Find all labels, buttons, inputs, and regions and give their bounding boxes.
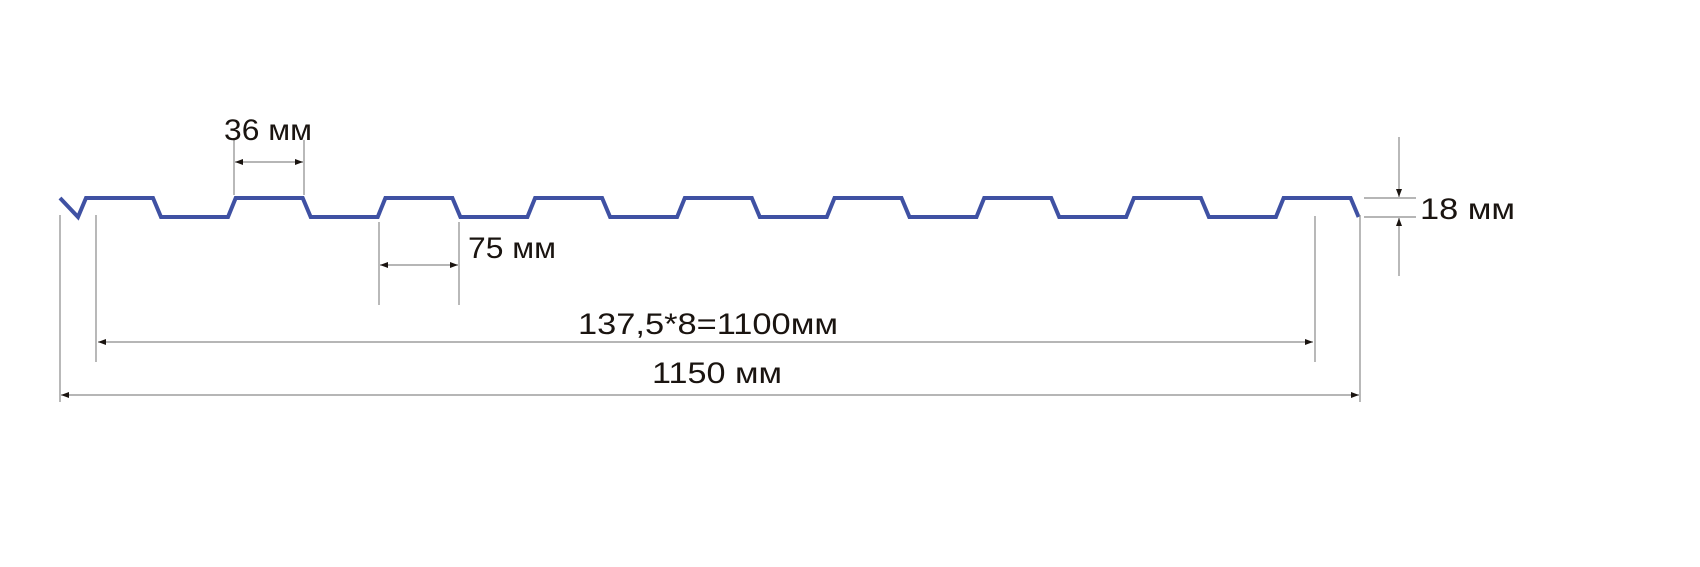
total-width-dimension: 1150 мм — [59, 215, 1361, 402]
useful-width-label: 137,5*8=1100мм — [578, 308, 838, 341]
total-width-label: 1150 мм — [652, 357, 782, 390]
height-dimension: 18 мм — [1364, 137, 1515, 276]
crest-width-label: 36 мм — [224, 114, 312, 147]
valley-width-label: 75 мм — [468, 232, 556, 265]
useful-width-dimension: 137,5*8=1100мм — [95, 215, 1316, 362]
crest-width-dimension: 36 мм — [224, 114, 312, 195]
valley-width-dimension: 75 мм — [378, 222, 556, 305]
sheet-profile-line — [58, 196, 1361, 221]
height-label: 18 мм — [1420, 193, 1515, 226]
